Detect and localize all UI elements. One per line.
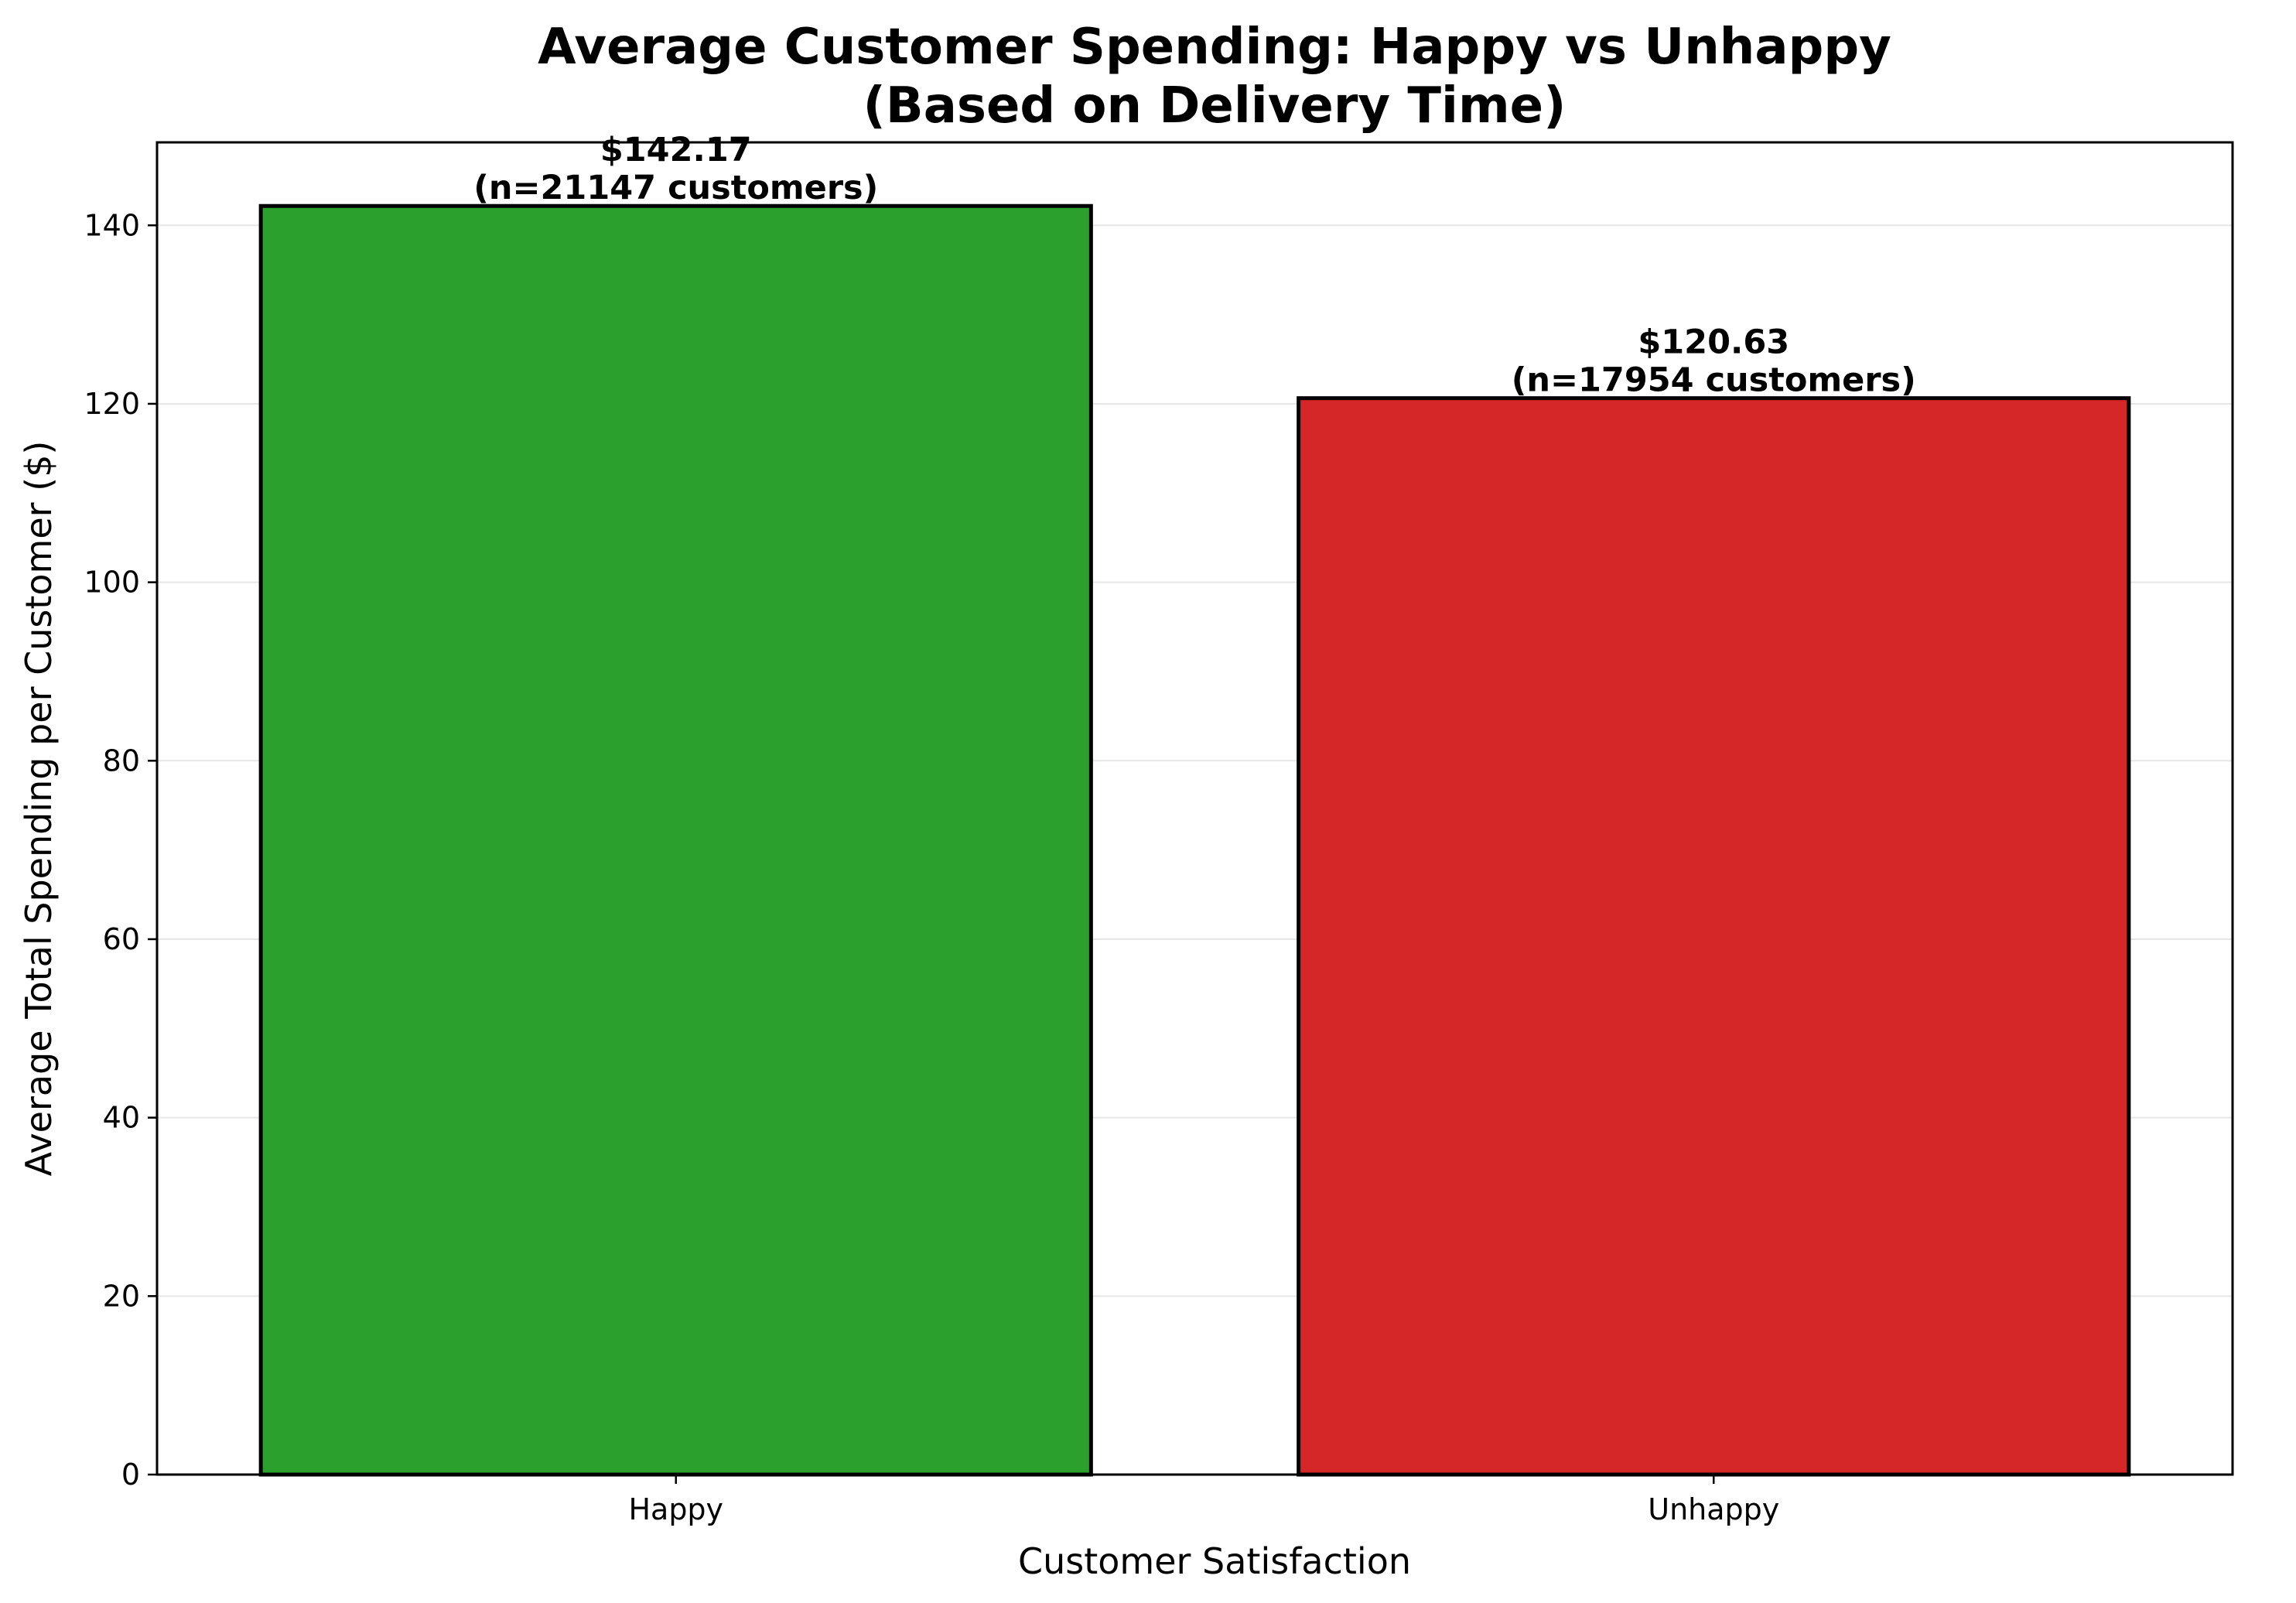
x-tick-label-unhappy: Unhappy <box>1648 1492 1779 1526</box>
chart-title-line-2: (Based on Delivery Time) <box>863 77 1567 135</box>
y-tick-label-1: 20 <box>103 1279 140 1313</box>
x-axis-ticks: Happy Unhappy <box>628 1475 1779 1526</box>
bar-unhappy <box>1297 396 2131 1477</box>
bar-happy <box>258 203 1093 1477</box>
data-label-value-unhappy: $120.63 <box>1638 323 1789 362</box>
y-tick-label-7: 140 <box>84 208 140 242</box>
data-labels: $142.17(n=21147 customers) $120.63(n=1795… <box>473 131 1916 399</box>
x-tick-label-happy: Happy <box>628 1492 723 1526</box>
data-label-count-happy: (n=21147 customers) <box>473 169 878 207</box>
chart-title-line-1: Average Customer Spending: Happy vs Unha… <box>538 19 1891 76</box>
y-tick-label-5: 100 <box>84 566 140 600</box>
y-axis-ticks: 0 20 40 60 80 100 120 140 <box>84 208 157 1492</box>
y-tick-label-4: 80 <box>103 743 140 778</box>
y-tick-label-0: 0 <box>121 1458 140 1492</box>
plot-area-frame <box>155 141 2234 1476</box>
y-tick-label-3: 60 <box>103 922 140 956</box>
y-tick-label-6: 120 <box>84 387 140 421</box>
data-label-count-unhappy: (n=17954 customers) <box>1512 361 1916 400</box>
y-tick-label-2: 40 <box>103 1101 140 1135</box>
bars <box>258 203 2131 1477</box>
y-axis-label: Average Total Spending per Customer ($) <box>18 441 60 1177</box>
data-label-value-happy: $142.17 <box>600 131 752 169</box>
x-axis-label: Customer Satisfaction <box>1018 1540 1411 1582</box>
